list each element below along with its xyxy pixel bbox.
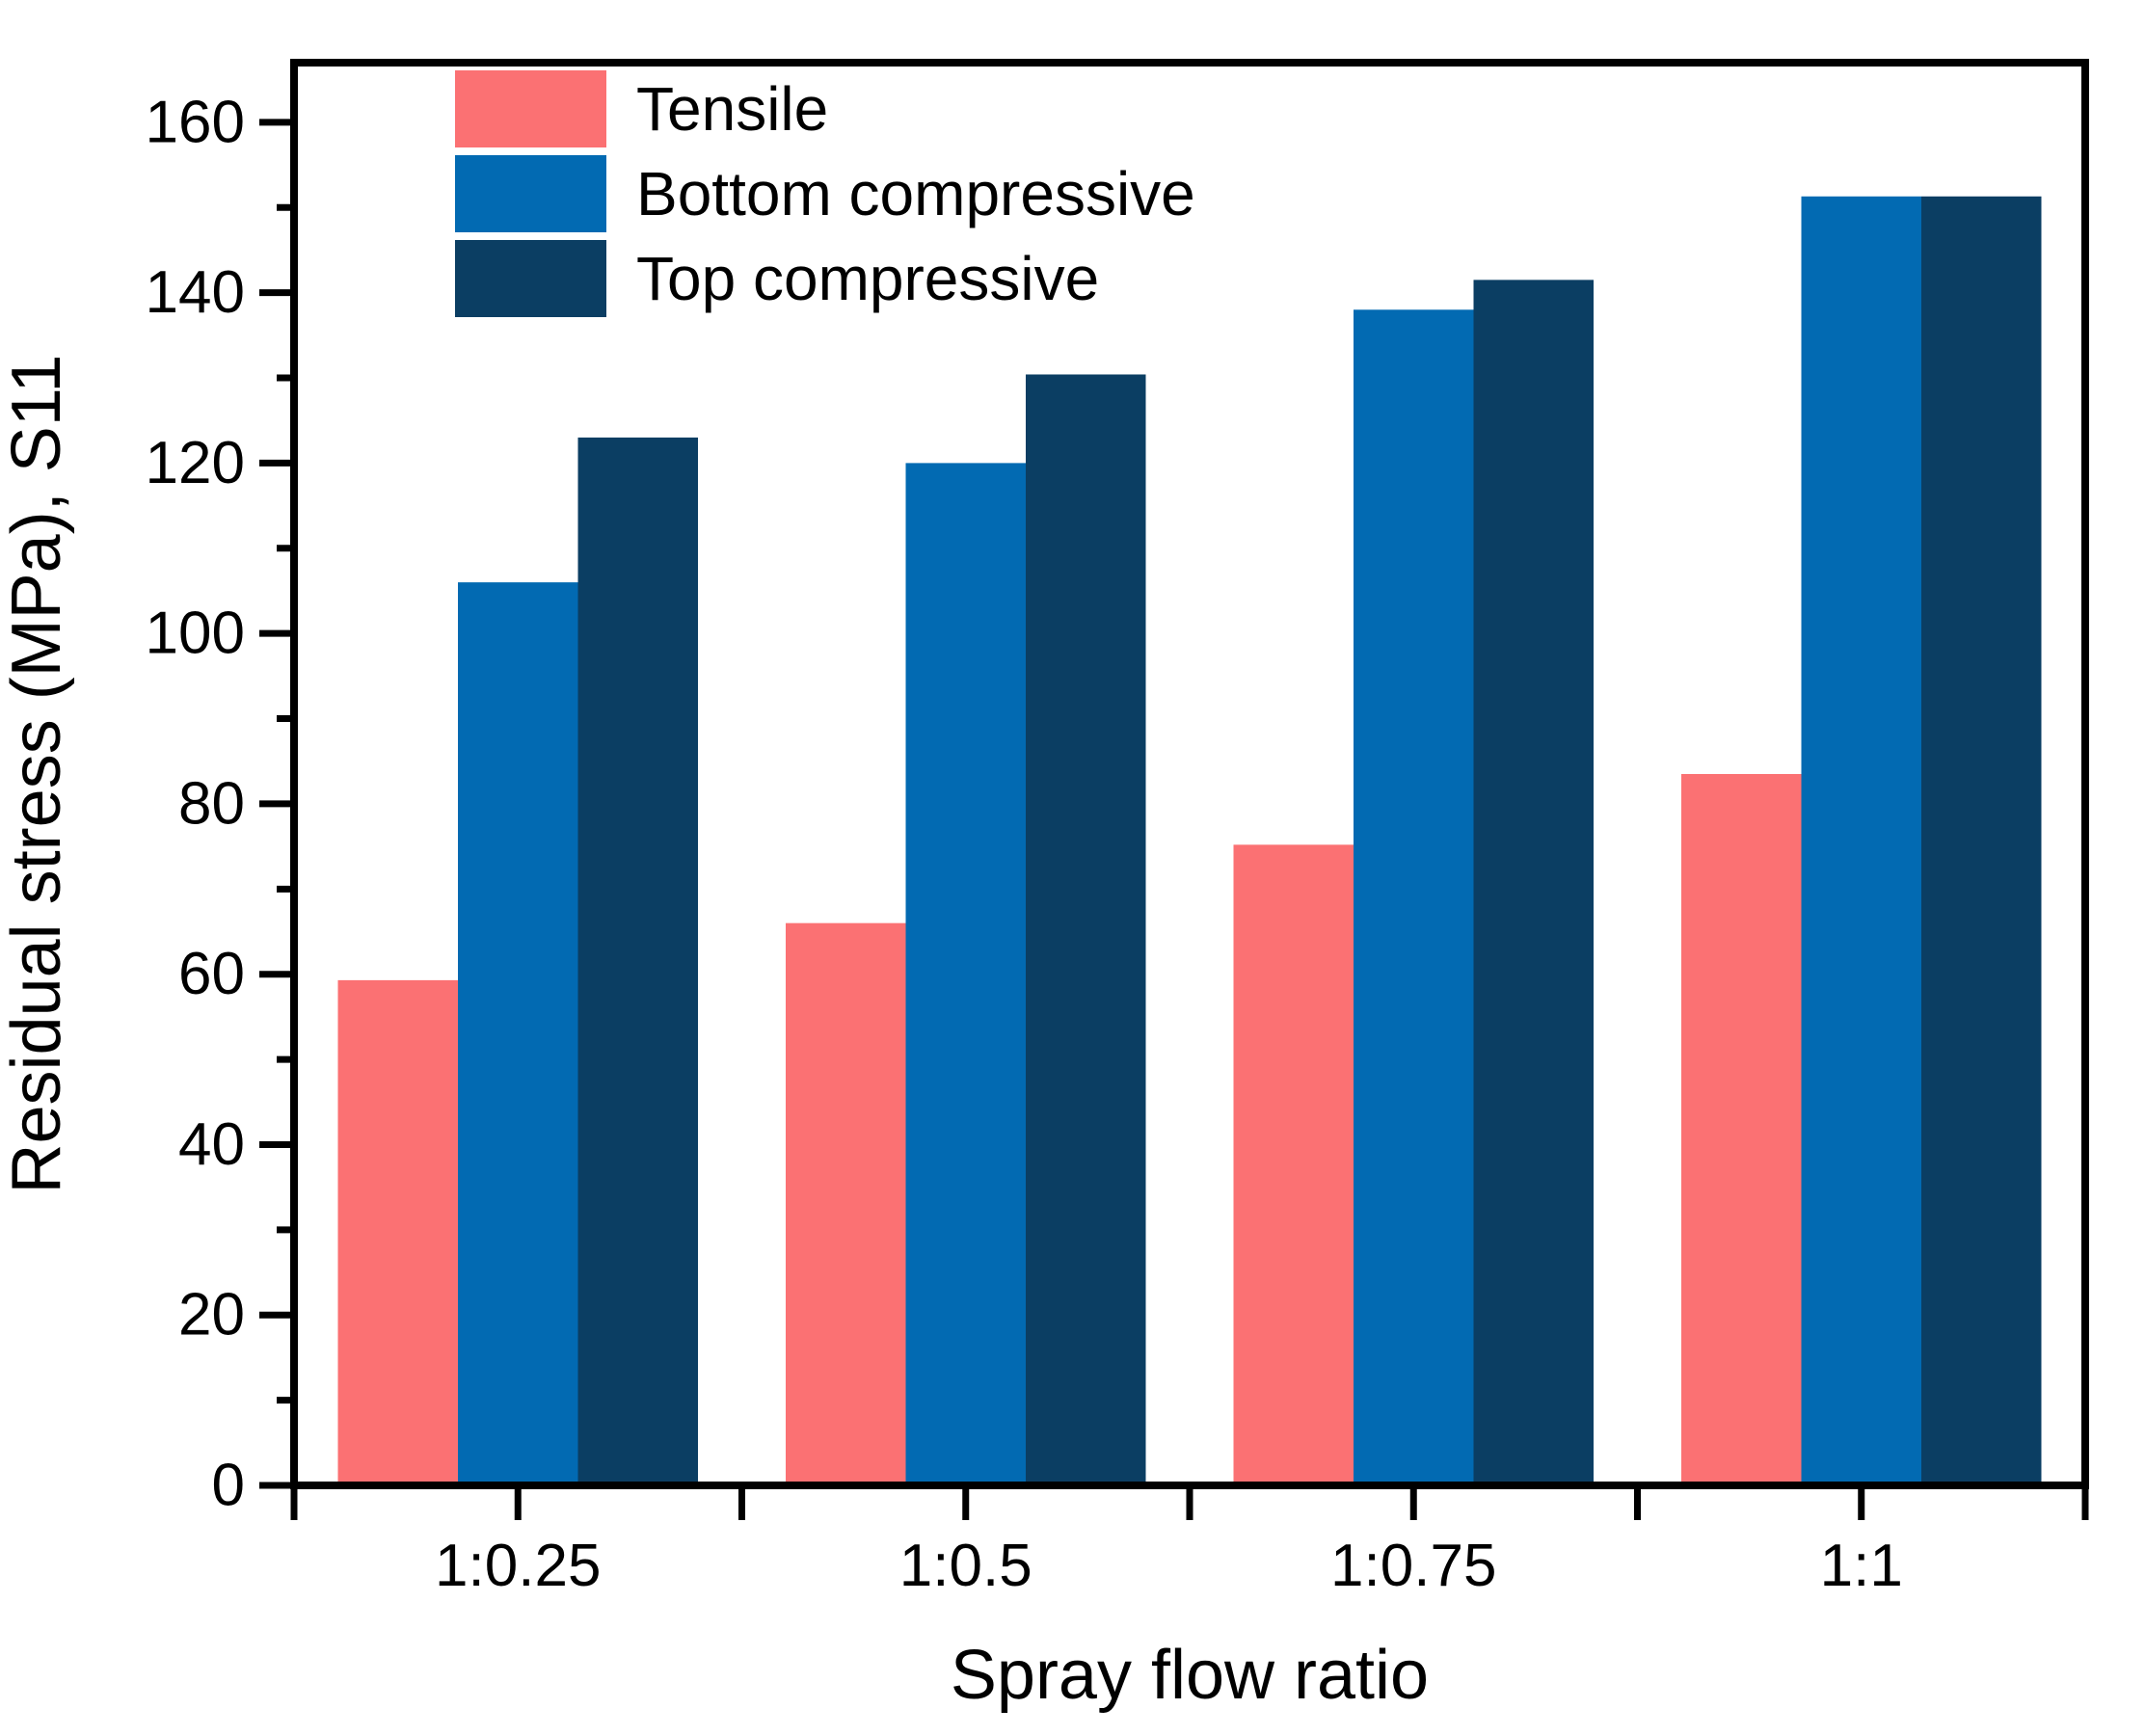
x-axis-title: Spray flow ratio: [951, 1637, 1429, 1714]
y-tick-label: 40: [178, 1111, 245, 1178]
bar: [1354, 309, 1474, 1482]
bar: [1026, 374, 1146, 1482]
legend-swatch: [455, 240, 606, 317]
bar: [905, 463, 1026, 1482]
bar: [458, 582, 578, 1482]
y-tick-label: 160: [146, 89, 245, 155]
x-axis-tick-labels: 1:0.25 1:0.5 1:0.75 1:1: [435, 1533, 1903, 1599]
y-axis-title: Residual stress (MPa), S11: [0, 355, 75, 1194]
legend-label: Tensile: [636, 74, 828, 144]
legend-item: Bottom compressive: [455, 155, 1195, 232]
bar-group: [337, 437, 698, 1482]
bar: [1921, 196, 2042, 1482]
legend-swatch: [455, 70, 606, 147]
legend-label: Bottom compressive: [636, 159, 1195, 228]
y-axis-tick-labels: 0 20 40 60 80 100 120 140 160: [146, 89, 245, 1518]
y-tick-label: 60: [178, 941, 245, 1007]
legend-item: Top compressive: [455, 240, 1099, 317]
plot-border: [290, 59, 2089, 1489]
x-tick-label: 1:1: [1820, 1533, 1903, 1599]
y-tick-label: 0: [212, 1453, 245, 1519]
y-axis-major-ticks: [259, 119, 294, 1489]
bar-groups: [337, 196, 2042, 1482]
legend: Tensile Bottom compressive Top compressive: [455, 70, 1195, 317]
x-axis-ticks: [290, 1489, 2089, 1520]
y-tick-label: 20: [178, 1282, 245, 1349]
bar: [337, 979, 458, 1482]
bar: [1681, 774, 1802, 1482]
x-tick-label: 1:0.25: [435, 1533, 601, 1599]
y-tick-label: 140: [146, 259, 245, 326]
legend-label: Top compressive: [636, 244, 1099, 313]
x-tick-label: 1:0.5: [899, 1533, 1032, 1599]
y-tick-label: 80: [178, 770, 245, 837]
bar: [786, 922, 906, 1482]
bar: [577, 437, 698, 1482]
y-axis-minor-ticks: [277, 203, 294, 1404]
bar-group: [1681, 196, 2042, 1482]
x-tick-label: 1:0.75: [1330, 1533, 1496, 1599]
bar-group: [786, 374, 1146, 1482]
bar: [1233, 844, 1354, 1482]
y-tick-label: 120: [146, 430, 245, 496]
y-tick-label: 100: [146, 601, 245, 667]
legend-swatch: [455, 155, 606, 232]
legend-item: Tensile: [455, 70, 828, 147]
bar-group: [1233, 280, 1594, 1482]
bar: [1801, 196, 1921, 1482]
bar: [1473, 280, 1594, 1482]
